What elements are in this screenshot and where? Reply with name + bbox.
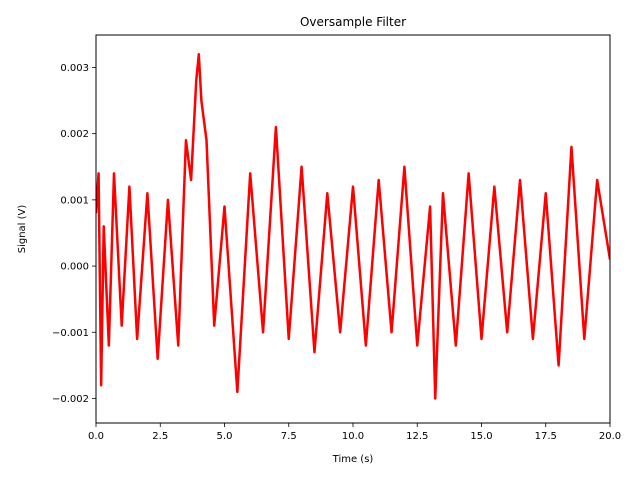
plot-data-layer xyxy=(96,52,610,400)
y-axis: −0.002 −0.001 0.000 0.001 0.002 0.003 xyxy=(52,63,96,405)
y-tick-label: −0.001 xyxy=(52,328,89,339)
x-tick-label: 0.0 xyxy=(88,431,104,442)
y-axis-label: Signal (V) xyxy=(17,205,28,254)
y-tick-label: 0.003 xyxy=(60,63,89,74)
signal-series-line xyxy=(96,52,610,400)
x-tick-label: 17.5 xyxy=(535,431,557,442)
y-tick-label: 0.002 xyxy=(60,129,89,140)
x-tick-label: 15.0 xyxy=(470,431,492,442)
x-tick-label: 20.0 xyxy=(599,431,621,442)
x-tick-label: 7.5 xyxy=(281,431,297,442)
x-tick-label: 5.0 xyxy=(217,431,233,442)
x-tick-label: 2.5 xyxy=(152,431,168,442)
y-tick-label: 0.000 xyxy=(60,262,89,273)
x-axis-label: Time (s) xyxy=(332,454,374,465)
x-axis: 0.0 2.5 5.0 7.5 10.0 12.5 15.0 17.5 20.0 xyxy=(88,423,621,442)
x-tick-label: 12.5 xyxy=(406,431,428,442)
x-tick-label: 10.0 xyxy=(342,431,364,442)
y-tick-label: −0.002 xyxy=(52,394,89,405)
y-tick-label: 0.001 xyxy=(60,195,89,206)
chart-title: Oversample Filter xyxy=(300,15,406,29)
